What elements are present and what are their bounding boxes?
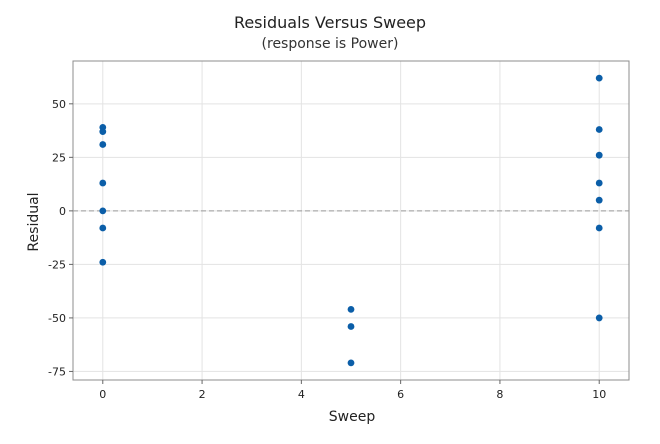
data-point <box>595 196 603 204</box>
plot-area: 0 2 4 6 8 10 50 25 0 -25 -50 -75 <box>48 60 630 401</box>
y-tick-label: 50 <box>52 98 66 111</box>
data-point <box>99 258 107 266</box>
data-point <box>347 323 355 330</box>
data-point <box>595 126 603 133</box>
y-axis-label: Residual <box>26 192 42 251</box>
chart-title: Residuals Versus Sweep <box>234 13 426 32</box>
data-point <box>347 305 355 313</box>
y-tick-label: -50 <box>48 312 66 325</box>
x-tick-label: 0 <box>99 388 106 401</box>
x-tick-label: 2 <box>199 388 206 401</box>
data-point <box>595 314 603 322</box>
data-point <box>595 151 603 159</box>
x-tick-label: 4 <box>298 388 305 401</box>
data-point <box>99 207 107 215</box>
data-point <box>347 359 355 367</box>
data-point <box>595 224 603 232</box>
x-tick-label: 10 <box>592 388 606 401</box>
x-tick-label: 8 <box>496 388 503 401</box>
data-point <box>99 141 107 148</box>
chart-subtitle: (response is Power) <box>262 36 399 52</box>
x-tick-label: 6 <box>397 388 404 401</box>
y-tick-label: -75 <box>48 365 66 378</box>
data-point <box>595 179 603 187</box>
y-tick-label: 25 <box>52 151 66 164</box>
data-point <box>99 224 107 232</box>
data-point <box>99 128 107 136</box>
x-axis-label: Sweep <box>329 409 376 425</box>
data-point <box>99 179 107 187</box>
y-tick-label: -25 <box>48 258 66 271</box>
data-point <box>595 74 603 82</box>
y-tick-label: 0 <box>59 205 66 218</box>
plot-frame <box>72 60 630 381</box>
